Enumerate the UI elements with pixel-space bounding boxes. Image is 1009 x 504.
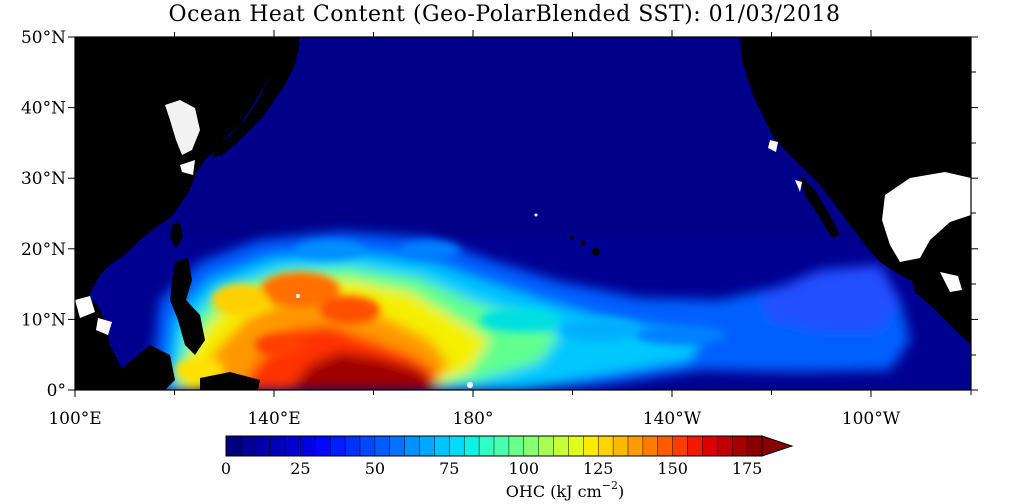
colorbar-segment — [732, 436, 748, 456]
philippines-land — [170, 258, 205, 355]
lat-label-0: 0° — [47, 381, 66, 401]
new-guinea-land — [200, 372, 260, 390]
colorbar-segment — [449, 436, 465, 456]
colorbar-label: OHC (kJ cm−2) — [506, 479, 624, 501]
colorbar-segment — [270, 436, 286, 456]
colorbar-segment — [568, 436, 584, 456]
colorbar-label-prefix: OHC (kJ cm — [506, 482, 602, 501]
colorbar-segment — [285, 436, 301, 456]
colorbar-extend-arrow — [761, 435, 794, 457]
colorbar-segment — [508, 436, 525, 456]
colorbar-segment — [747, 436, 763, 456]
lat-labels: 50°N 40°N 30°N 20°N 10°N 0° — [21, 28, 66, 401]
colorbar-ticks: 0 25 50 75 100 125 150 175 — [221, 459, 762, 478]
colorbar-segment — [657, 436, 673, 456]
lon-label-100e: 100°E — [48, 409, 101, 429]
colorbar-segment — [642, 436, 659, 456]
colorbar-segment — [628, 436, 644, 456]
colorbar-segment — [360, 436, 376, 456]
central-america-land — [910, 275, 971, 345]
lon-labels: 100°E 140°E 180° 140°W 100°W — [48, 409, 900, 429]
colorbar-segment — [315, 436, 331, 456]
colorbar-segment — [479, 436, 495, 456]
lon-label-180: 180° — [453, 409, 494, 429]
colorbar-segment — [226, 436, 242, 456]
coastal-missing-data — [75, 100, 962, 388]
colorbar-segment — [434, 436, 450, 456]
colorbar-segment — [374, 436, 391, 456]
hawaii-islands — [570, 236, 600, 256]
colorbar-tick-label: 0 — [221, 459, 231, 478]
lat-tick-marks — [68, 36, 978, 391]
colorbar-tick-label: 125 — [583, 459, 614, 478]
colorbar-segment — [240, 436, 257, 456]
lon-label-100w: 100°W — [842, 409, 901, 429]
colorbar-segment — [717, 436, 733, 456]
colorbar-tick-label: 75 — [439, 459, 459, 478]
map-panel — [75, 37, 971, 390]
taiwan-land — [170, 222, 183, 248]
lat-label-10n: 10°N — [21, 310, 66, 330]
colorbar-label-suffix: ) — [618, 482, 624, 501]
lat-label-30n: 30°N — [21, 169, 66, 189]
colorbar-segment — [583, 436, 599, 456]
colorbar — [225, 435, 794, 457]
colorbar-segment — [345, 436, 361, 456]
colorbar-segment — [419, 436, 435, 456]
indochina-land — [75, 300, 130, 390]
colorbar-segment — [553, 436, 569, 456]
lat-label-20n: 20°N — [21, 240, 66, 260]
colorbar-segment — [494, 436, 510, 456]
lat-label-40n: 40°N — [21, 99, 66, 119]
colorbar-segment — [330, 436, 346, 456]
colorbar-segment — [598, 436, 614, 456]
colorbar-segment — [523, 436, 539, 456]
lon-label-140w: 140°W — [643, 409, 702, 429]
colorbar-segment — [389, 436, 405, 456]
borneo-land — [120, 345, 175, 390]
colorbar-segment — [702, 436, 718, 456]
gulf-of-mexico-missing — [882, 172, 971, 262]
japan-land — [212, 42, 300, 158]
colorbar-segment — [538, 436, 554, 456]
lon-tick-marks — [74, 30, 972, 397]
colorbar-tick-label: 50 — [365, 459, 385, 478]
colorbar-tick-label: 150 — [657, 459, 688, 478]
colorbar-tick-label: 175 — [732, 459, 763, 478]
asia-land — [75, 37, 300, 325]
colorbar-segment — [255, 436, 271, 456]
lon-label-140e: 140°E — [247, 409, 300, 429]
colorbar-segment — [300, 436, 316, 456]
map-title: Ocean Heat Content (Geo-PolarBlended SST… — [168, 2, 841, 27]
colorbar-tick-label: 100 — [509, 459, 540, 478]
colorbar-label-exponent: −2 — [602, 479, 618, 492]
colorbar-segment — [404, 436, 420, 456]
colorbar-segment — [464, 436, 480, 456]
baja-california-land — [800, 175, 840, 238]
lat-label-50n: 50°N — [21, 28, 66, 48]
colorbar-tick-label: 25 — [290, 459, 310, 478]
colorbar-segment — [687, 436, 703, 456]
ohc-detail — [175, 240, 725, 382]
colorbar-segment — [613, 436, 629, 456]
colorbar-segment — [672, 436, 688, 456]
